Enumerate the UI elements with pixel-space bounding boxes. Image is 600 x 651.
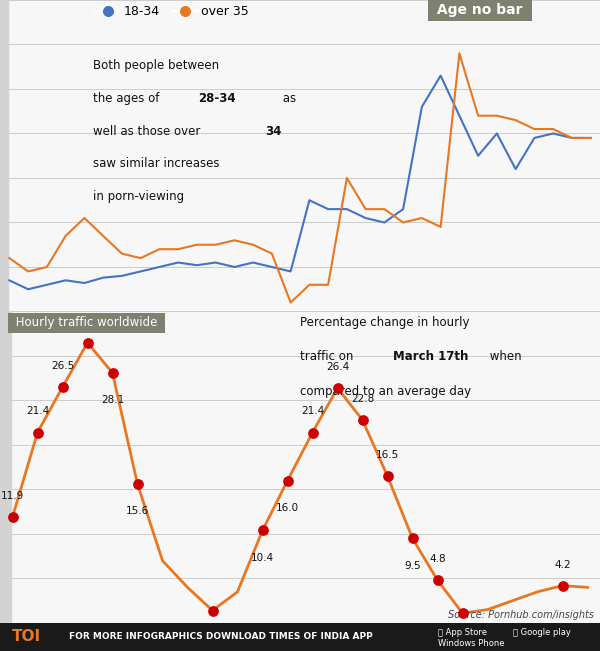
Text: 28.1: 28.1 xyxy=(101,395,124,405)
Text: 11.9: 11.9 xyxy=(1,491,24,501)
Text: the ages of: the ages of xyxy=(93,92,163,105)
Text: 26.4: 26.4 xyxy=(326,362,349,372)
Point xyxy=(83,337,92,348)
Point xyxy=(58,382,67,393)
Point xyxy=(108,368,118,378)
Text: in porn-viewing: in porn-viewing xyxy=(93,190,184,203)
Text: 16.5: 16.5 xyxy=(376,450,399,460)
Text: Windows Phone: Windows Phone xyxy=(438,639,505,648)
Text: 16.0: 16.0 xyxy=(276,503,299,513)
Text: 21.4: 21.4 xyxy=(26,406,49,417)
Point xyxy=(383,471,392,481)
Point xyxy=(32,427,42,437)
Bar xyxy=(0,311,11,623)
Text: Hourly traffic worldwide: Hourly traffic worldwide xyxy=(12,316,161,329)
Point xyxy=(408,533,418,544)
Text: 21.4: 21.4 xyxy=(301,406,324,417)
Point xyxy=(358,415,367,425)
Text:  Google play:  Google play xyxy=(513,628,571,637)
Text: 1.4: 1.4 xyxy=(204,633,221,643)
Text: compared to an average day: compared to an average day xyxy=(300,385,471,398)
Bar xyxy=(0,0,8,311)
Text: when: when xyxy=(486,350,521,363)
Text: 1.1: 1.1 xyxy=(454,635,471,645)
Point xyxy=(308,427,317,437)
Text: Age no bar: Age no bar xyxy=(432,3,527,17)
Text: saw similar increases: saw similar increases xyxy=(93,158,220,171)
Text: Source: Pornhub.com/insights: Source: Pornhub.com/insights xyxy=(448,610,594,620)
Point xyxy=(283,475,292,486)
Text: 22.8: 22.8 xyxy=(351,394,374,404)
Legend: 18-34, over 35: 18-34, over 35 xyxy=(90,0,254,23)
Text: FOR MORE INFOGRAPHICS DOWNLOAD TIMES OF INDIA APP: FOR MORE INFOGRAPHICS DOWNLOAD TIMES OF … xyxy=(69,633,373,641)
Text: TOI: TOI xyxy=(12,630,41,644)
Point xyxy=(332,383,342,393)
Text: Percentage change in hourly: Percentage change in hourly xyxy=(300,316,470,329)
Text: as: as xyxy=(279,92,296,105)
Point xyxy=(458,608,467,618)
Text: 10.4: 10.4 xyxy=(251,553,274,562)
Point xyxy=(433,575,442,585)
Point xyxy=(133,479,142,490)
Text: 9.5: 9.5 xyxy=(404,561,421,571)
Text: 4.2: 4.2 xyxy=(554,560,571,570)
Text: 34: 34 xyxy=(265,124,281,137)
Point xyxy=(208,605,217,616)
Point xyxy=(558,581,568,591)
Text: well as those over: well as those over xyxy=(93,124,204,137)
Text: 31.5: 31.5 xyxy=(76,316,99,327)
Text: 15.6: 15.6 xyxy=(126,506,149,516)
Point xyxy=(8,512,17,522)
Text:  App Store:  App Store xyxy=(438,628,487,637)
Text: March 17th: March 17th xyxy=(393,350,469,363)
Text: Both people between: Both people between xyxy=(93,59,219,72)
Point xyxy=(258,525,268,536)
Text: 28-34: 28-34 xyxy=(198,92,236,105)
Text: traffic on: traffic on xyxy=(300,350,357,363)
Text: 26.5: 26.5 xyxy=(51,361,74,371)
Text: 4.8: 4.8 xyxy=(429,554,446,564)
